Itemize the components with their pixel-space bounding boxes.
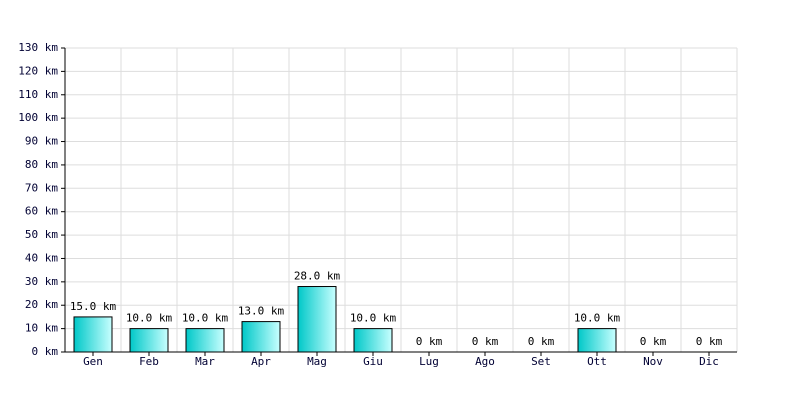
bar: [297, 286, 337, 353]
y-tick-label: 10 km: [25, 322, 58, 335]
y-tick-label: 30 km: [25, 275, 58, 288]
x-tick-label: Gen: [83, 355, 103, 368]
y-tick-label: 130 km: [18, 41, 58, 54]
y-tick-label: 60 km: [25, 205, 58, 218]
value-label: 10.0 km: [350, 312, 397, 325]
x-tick-label: Set: [531, 355, 551, 368]
x-tick-label: Nov: [643, 355, 663, 368]
bar: [577, 328, 617, 353]
value-label: 0 km: [472, 335, 499, 348]
x-tick-label: Giu: [363, 355, 383, 368]
y-tick-label: 40 km: [25, 251, 58, 264]
y-tick-label: 100 km: [18, 111, 58, 124]
y-tick-label: 50 km: [25, 228, 58, 241]
value-label: 10.0 km: [126, 312, 173, 325]
y-tick-label: 120 km: [18, 64, 58, 77]
y-tick-label: 90 km: [25, 135, 58, 148]
y-tick-label: 110 km: [18, 88, 58, 101]
y-tick-label: 20 km: [25, 298, 58, 311]
x-tick-label: Dic: [699, 355, 719, 368]
value-label: 0 km: [696, 335, 723, 348]
x-tick-label: Mar: [195, 355, 215, 368]
bar: [185, 328, 225, 353]
value-label: 15.0 km: [70, 300, 117, 313]
y-tick-label: 0 km: [32, 345, 59, 358]
y-tick-label: 80 km: [25, 158, 58, 171]
x-tick-label: Ago: [475, 355, 495, 368]
x-tick-label: Lug: [419, 355, 439, 368]
bar: [129, 328, 169, 353]
bar: [353, 328, 393, 353]
value-label: 28.0 km: [294, 270, 341, 283]
value-label: 0 km: [640, 335, 667, 348]
bar: [241, 321, 281, 353]
x-tick-label: Apr: [251, 355, 271, 368]
x-tick-label: Mag: [307, 355, 327, 368]
y-tick-label: 70 km: [25, 181, 58, 194]
value-label: 0 km: [416, 335, 443, 348]
value-label: 10.0 km: [182, 312, 229, 325]
value-label: 10.0 km: [574, 312, 621, 325]
x-tick-label: Feb: [139, 355, 159, 368]
x-tick-label: Ott: [587, 355, 607, 368]
value-label: 0 km: [528, 335, 555, 348]
value-label: 13.0 km: [238, 305, 285, 318]
bar: [73, 316, 113, 353]
